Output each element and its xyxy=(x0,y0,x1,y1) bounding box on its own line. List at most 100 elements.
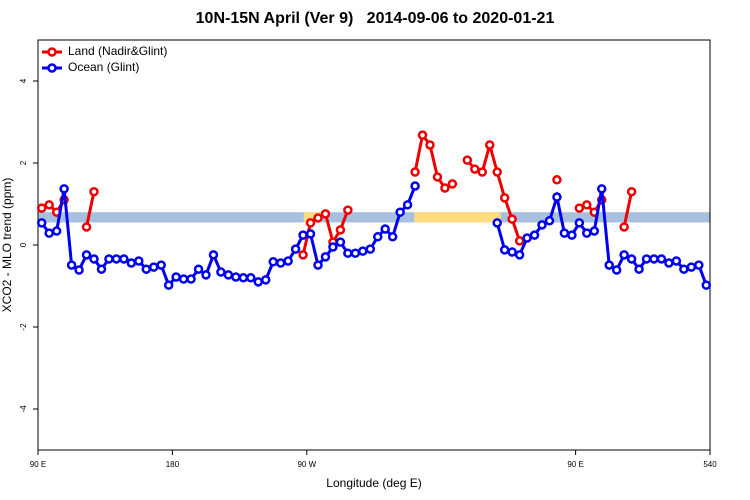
band-highlight xyxy=(303,212,322,223)
data-point xyxy=(81,222,92,232)
data-point xyxy=(626,254,637,264)
data-point xyxy=(589,226,600,236)
data-point xyxy=(432,172,443,182)
legend-marker xyxy=(47,47,57,57)
data-point xyxy=(66,260,77,270)
data-point xyxy=(574,203,585,213)
data-point xyxy=(36,218,47,228)
data-point xyxy=(499,245,510,255)
data-point xyxy=(89,186,99,197)
x-tick-label: 90 E xyxy=(567,460,583,469)
y-tick-label: 2 xyxy=(19,160,28,165)
data-point xyxy=(417,130,428,140)
data-point xyxy=(335,225,346,235)
data-point xyxy=(328,242,338,252)
data-point xyxy=(440,183,450,193)
data-point xyxy=(582,200,592,210)
data-point xyxy=(656,254,667,264)
legend-label: Land (Nadir&Glint) xyxy=(68,44,167,58)
data-point xyxy=(283,256,293,266)
data-point xyxy=(305,218,316,228)
data-point xyxy=(343,248,353,258)
data-point xyxy=(552,175,562,185)
data-point xyxy=(51,226,62,236)
x-tick-label: 180 xyxy=(166,460,180,469)
data-point xyxy=(686,262,697,272)
x-tick-label: 540 xyxy=(703,460,717,469)
data-point xyxy=(216,267,226,277)
data-point xyxy=(365,244,376,254)
data-point xyxy=(36,203,47,213)
data-point xyxy=(335,237,346,247)
data-point xyxy=(634,264,644,274)
data-point xyxy=(231,272,241,282)
data-point xyxy=(81,250,92,260)
series-line xyxy=(41,131,634,256)
data-point xyxy=(320,252,331,262)
data-point xyxy=(260,275,271,285)
data-point xyxy=(410,181,420,191)
data-point xyxy=(358,246,368,256)
data-point xyxy=(313,213,323,223)
data-point xyxy=(514,250,525,260)
data-point xyxy=(246,273,256,283)
data-point xyxy=(268,257,278,267)
data-point xyxy=(163,280,174,290)
data-point xyxy=(694,260,704,270)
data-point xyxy=(387,232,398,242)
data-point xyxy=(671,256,682,266)
data-point xyxy=(111,254,122,264)
data-point xyxy=(148,262,159,272)
data-point xyxy=(492,167,502,177)
reference-band xyxy=(38,212,710,223)
data-point xyxy=(425,140,435,150)
data-point xyxy=(380,224,390,234)
data-point xyxy=(126,258,137,268)
data-point xyxy=(470,164,480,174)
data-point xyxy=(604,260,614,270)
data-point xyxy=(313,260,323,270)
data-point xyxy=(156,260,166,270)
x-tick-label: 90 W xyxy=(297,460,316,469)
data-point xyxy=(462,155,473,165)
data-point xyxy=(275,258,286,268)
data-point xyxy=(223,270,234,280)
data-point xyxy=(201,270,211,280)
data-point xyxy=(59,184,69,194)
data-point xyxy=(290,244,301,254)
data-point xyxy=(596,184,607,194)
legend-marker xyxy=(47,63,57,73)
data-point xyxy=(507,214,517,224)
data-point xyxy=(679,264,689,274)
data-point xyxy=(499,193,510,203)
data-point xyxy=(649,254,659,264)
data-point xyxy=(641,254,652,264)
data-point xyxy=(119,254,129,264)
data-point xyxy=(477,167,488,177)
data-point xyxy=(253,277,264,287)
data-point xyxy=(619,250,629,260)
data-point xyxy=(611,265,622,275)
y-tick-label: 4 xyxy=(19,78,28,83)
y-tick-label: -4 xyxy=(19,405,28,413)
data-point xyxy=(134,256,144,266)
data-point xyxy=(522,233,532,243)
y-axis-label: XCO2 - MLO trend (ppm) xyxy=(0,178,14,313)
data-point xyxy=(507,247,517,257)
x-axis-label: Longitude (deg E) xyxy=(326,476,421,490)
y-tick-label: -2 xyxy=(19,323,28,331)
data-point xyxy=(537,220,547,230)
data-point xyxy=(410,167,420,177)
data-point xyxy=(96,264,107,274)
data-point xyxy=(574,218,585,228)
data-point xyxy=(44,200,54,210)
x-tick-label: 90 E xyxy=(30,460,46,469)
data-point xyxy=(44,228,54,238)
band-highlight xyxy=(414,212,501,223)
data-point xyxy=(484,140,495,150)
data-point xyxy=(447,179,458,189)
data-point xyxy=(305,229,316,239)
data-point xyxy=(74,265,84,275)
data-point xyxy=(492,218,502,228)
